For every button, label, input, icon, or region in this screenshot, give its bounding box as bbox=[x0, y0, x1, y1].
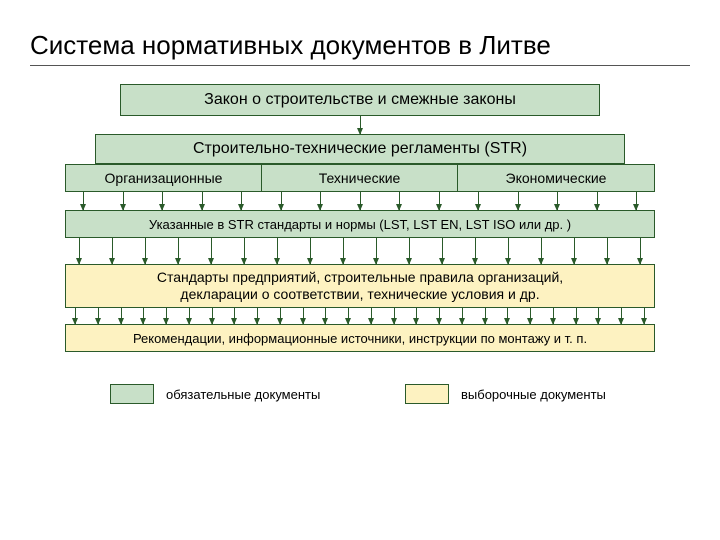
arrow-icon bbox=[325, 308, 326, 324]
arrow-icon bbox=[541, 238, 542, 264]
legend-optional-label: выборочные документы bbox=[461, 387, 606, 402]
level5b-label: декларации о соответствии, технические у… bbox=[180, 286, 539, 304]
arrow-icon bbox=[83, 192, 84, 210]
level4-box: Указанные в STR стандарты и нормы (LST, … bbox=[65, 210, 655, 238]
level2-box: Строительно-технические регламенты (STR) bbox=[95, 134, 625, 164]
level5a-label: Стандарты предприятий, строительные прав… bbox=[157, 269, 563, 287]
level3a-label: Организационные bbox=[105, 170, 223, 186]
arrow-icon bbox=[478, 192, 479, 210]
level5-box: Стандарты предприятий, строительные прав… bbox=[65, 264, 655, 308]
arrow-icon bbox=[234, 308, 235, 324]
arrow-icon bbox=[98, 308, 99, 324]
arrow-icon bbox=[189, 308, 190, 324]
arrow-icon bbox=[376, 238, 377, 264]
arrow-icon bbox=[123, 192, 124, 210]
arrow-icon bbox=[79, 238, 80, 264]
arrow-icon bbox=[508, 238, 509, 264]
arrow-icon bbox=[598, 308, 599, 324]
arrow-icon bbox=[112, 238, 113, 264]
arrow-icon bbox=[640, 238, 641, 264]
arrow-icon bbox=[320, 192, 321, 210]
arrow-group-4to5 bbox=[79, 238, 641, 264]
level6-box: Рекомендации, информационные источники, … bbox=[65, 324, 655, 352]
arrow-icon bbox=[530, 308, 531, 324]
arrow-icon bbox=[281, 192, 282, 210]
arrow-icon bbox=[439, 308, 440, 324]
arrow-icon bbox=[310, 238, 311, 264]
arrow-icon bbox=[212, 308, 213, 324]
arrow-icon bbox=[409, 238, 410, 264]
legend-swatch-green bbox=[110, 384, 154, 404]
arrow-icon bbox=[303, 308, 304, 324]
arrow-icon bbox=[343, 238, 344, 264]
legend-mandatory-label: обязательные документы bbox=[166, 387, 320, 402]
arrow-icon bbox=[371, 308, 372, 324]
arrow-icon bbox=[121, 308, 122, 324]
level1-label: Закон о строительстве и смежные законы bbox=[204, 91, 516, 109]
arrow-icon bbox=[394, 308, 395, 324]
level3c-label: Экономические bbox=[506, 170, 607, 186]
arrow-icon bbox=[576, 308, 577, 324]
arrow-icon bbox=[277, 238, 278, 264]
arrow-icon bbox=[162, 192, 163, 210]
arrow-icon bbox=[202, 192, 203, 210]
page-title: Система нормативных документов в Литве bbox=[0, 0, 720, 65]
legend-mandatory: обязательные документы bbox=[110, 384, 320, 404]
arrow-icon bbox=[485, 308, 486, 324]
arrow-icon bbox=[166, 308, 167, 324]
arrow-icon bbox=[475, 238, 476, 264]
arrow-icon bbox=[241, 192, 242, 210]
arrow-icon bbox=[360, 116, 361, 134]
arrow-icon bbox=[143, 308, 144, 324]
arrow-icon bbox=[553, 308, 554, 324]
arrow-icon bbox=[244, 238, 245, 264]
level3b-box: Технические bbox=[262, 164, 458, 192]
arrow-icon bbox=[399, 192, 400, 210]
arrow-icon bbox=[644, 308, 645, 324]
arrow-icon bbox=[416, 308, 417, 324]
arrow-icon bbox=[145, 238, 146, 264]
level3a-box: Организационные bbox=[65, 164, 262, 192]
arrow-icon bbox=[348, 308, 349, 324]
level3b-label: Технические bbox=[319, 170, 401, 186]
arrow-icon bbox=[507, 308, 508, 324]
level2-label: Строительно-технические регламенты (STR) bbox=[193, 140, 527, 158]
arrow-icon bbox=[439, 192, 440, 210]
level1-box: Закон о строительстве и смежные законы bbox=[120, 84, 600, 116]
legend-optional: выборочные документы bbox=[405, 384, 606, 404]
arrow-icon bbox=[518, 192, 519, 210]
arrow-icon bbox=[621, 308, 622, 324]
arrow-icon bbox=[442, 238, 443, 264]
arrow-group-3to4 bbox=[83, 192, 637, 210]
arrow-icon bbox=[607, 238, 608, 264]
title-underline bbox=[30, 65, 690, 66]
arrow-icon bbox=[360, 192, 361, 210]
arrow-icon bbox=[280, 308, 281, 324]
arrow-icon bbox=[257, 308, 258, 324]
arrow-group-5to6 bbox=[75, 308, 645, 324]
level3c-box: Экономические bbox=[458, 164, 655, 192]
level4-label: Указанные в STR стандарты и нормы (LST, … bbox=[149, 217, 571, 232]
arrow-icon bbox=[75, 308, 76, 324]
arrow-icon bbox=[574, 238, 575, 264]
arrow-icon bbox=[636, 192, 637, 210]
level3-row: Организационные Технические Экономически… bbox=[65, 164, 655, 192]
level6-label: Рекомендации, информационные источники, … bbox=[133, 331, 587, 346]
legend-swatch-yellow bbox=[405, 384, 449, 404]
arrow-icon bbox=[211, 238, 212, 264]
arrow-icon bbox=[557, 192, 558, 210]
arrow-icon bbox=[178, 238, 179, 264]
arrow-icon bbox=[462, 308, 463, 324]
arrow-icon bbox=[597, 192, 598, 210]
